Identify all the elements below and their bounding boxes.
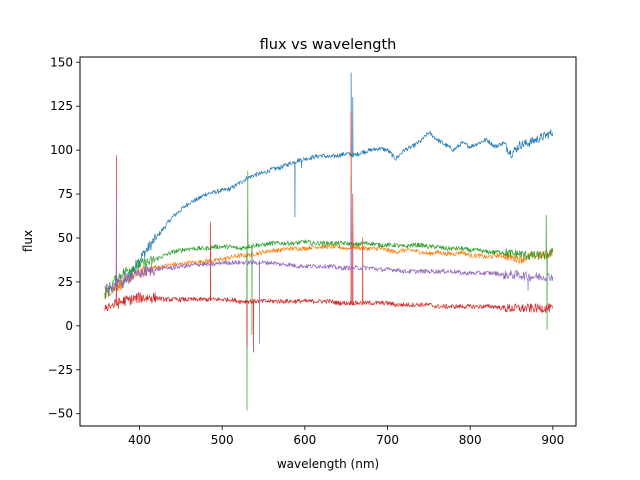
x-tick-label: 800 <box>459 433 482 447</box>
y-tick-label: 125 <box>50 99 73 113</box>
y-tick-label: 100 <box>50 143 73 157</box>
x-tick-label: 400 <box>128 433 151 447</box>
x-tick-label: 600 <box>293 433 316 447</box>
series-line-3 <box>104 170 554 411</box>
series-line-5 <box>104 193 554 344</box>
y-tick-label: 0 <box>65 319 73 333</box>
y-tick-label: −25 <box>48 363 73 377</box>
x-tick-label: 500 <box>211 433 234 447</box>
x-tick-label: 900 <box>541 433 564 447</box>
series-line-1 <box>104 72 554 298</box>
y-tick-label: 150 <box>50 55 73 69</box>
y-tick-label: 75 <box>58 187 73 201</box>
plot-frame <box>79 56 577 427</box>
y-axis: −50 −25 0 25 50 75 100 125 150 <box>48 55 80 421</box>
x-axis: 400 500 600 700 800 900 <box>128 426 564 447</box>
series-line-4 <box>104 111 554 353</box>
y-tick-label: 25 <box>58 275 73 289</box>
series-line-2 <box>104 211 554 300</box>
y-tick-label: −50 <box>48 407 73 421</box>
chart-title: flux vs wavelength <box>260 37 397 53</box>
x-tick-label: 700 <box>376 433 399 447</box>
y-axis-label: flux <box>21 230 35 252</box>
plot-series-group <box>104 72 554 411</box>
x-axis-label: wavelength (nm) <box>277 457 379 471</box>
y-tick-label: 50 <box>58 231 73 245</box>
